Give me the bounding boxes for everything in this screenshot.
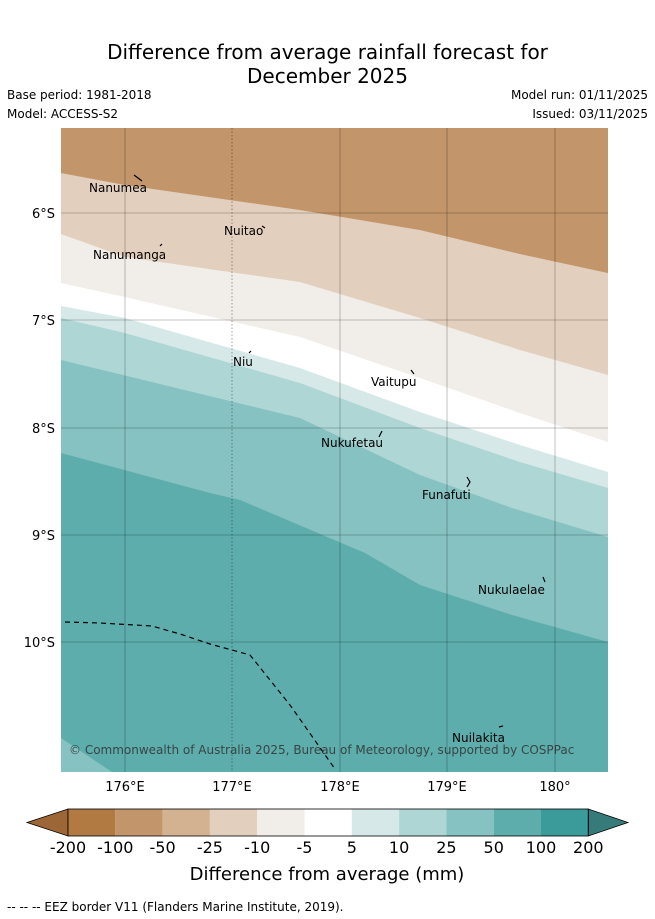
islands	[133, 174, 546, 728]
colorbar-segment	[257, 809, 305, 836]
label-nuilakita: Nuilakita	[452, 731, 505, 745]
colorbar-tick-label: -200	[50, 838, 86, 857]
colorbar-tick-label: -5	[297, 838, 313, 857]
colorbar-segment	[304, 809, 352, 836]
base-period: Base period: 1981-2018	[7, 88, 152, 102]
colorbar-tick-label: 100	[526, 838, 557, 857]
lat-tick-6s: 6°S	[32, 207, 55, 222]
lat-tick-10s: 10°S	[24, 636, 55, 651]
label-niu: Niu	[233, 355, 253, 369]
colorbar-tick-label: 10	[389, 838, 409, 857]
colorbar-tick-label: 200	[573, 838, 604, 857]
island-nukufetau-shape	[378, 430, 383, 438]
lat-tick-9s: 9°S	[32, 529, 55, 544]
model-run: Model run: 01/11/2025	[510, 88, 648, 102]
latitude-ticks: 6°S 7°S 8°S 9°S 10°S	[24, 207, 55, 651]
colorbar-tick-label: 50	[484, 838, 504, 857]
colorbar-outline	[67, 808, 589, 837]
title-line-1: Difference from average rainfall forecas…	[107, 40, 548, 64]
island-funafuti-shape	[466, 476, 471, 488]
colorbar-extend-max	[587, 808, 630, 837]
island-nanumea-shape	[133, 174, 143, 182]
copyright-notice: © Commonwealth of Australia 2025, Bureau…	[69, 743, 574, 757]
colorbar-tick-label: 5	[347, 838, 357, 857]
colorbar-tick-label: 25	[436, 838, 456, 857]
label-nanumanga: Nanumanga	[93, 248, 166, 262]
place-labels: Nanumea Nuitao Nanumanga Niu Vaitupu Nuk…	[89, 181, 545, 745]
island-nukulaelae-shape	[542, 576, 546, 583]
island-nuitao-shape	[261, 225, 266, 229]
lon-tick-180: 180°	[539, 780, 570, 795]
island-vaitupu-shape	[410, 369, 415, 375]
colorbar-extend-min	[25, 808, 69, 837]
colorbar-tick-label: -10	[244, 838, 270, 857]
colorbar-title: Difference from average (mm)	[190, 864, 465, 885]
island-nuilakita-shape	[498, 725, 504, 728]
colorbar-segment	[446, 809, 494, 836]
label-vaitupu: Vaitupu	[371, 375, 417, 389]
lon-tick-179e: 179°E	[427, 780, 467, 795]
colorbar-tick-label: -50	[150, 838, 176, 857]
colorbar-tick-label: -100	[97, 838, 133, 857]
label-nuitao: Nuitao	[224, 224, 263, 238]
lon-tick-177e: 177°E	[212, 780, 252, 795]
lat-tick-8s: 8°S	[32, 422, 55, 437]
colorbar-segment	[351, 809, 400, 836]
colorbar-segment	[162, 809, 210, 836]
colorbar-segment	[68, 809, 116, 836]
colorbar-ticks: -200 -100 -50 -25 -10 -5 5 10 25 50 100 200	[50, 838, 604, 857]
colorbar-tick-label: -25	[197, 838, 223, 857]
colorbar-segment	[399, 809, 447, 836]
label-funafuti: Funafuti	[422, 488, 471, 502]
colorbar-segment	[209, 809, 258, 836]
rainfall-contours: Nanumea Nuitao Nanumanga Niu Vaitupu Nuk…	[61, 128, 608, 772]
lon-tick-176e: 176°E	[105, 780, 145, 795]
colorbar-segment	[115, 809, 163, 836]
map-title: Difference from average rainfall forecas…	[0, 40, 655, 88]
lat-tick-7s: 7°S	[32, 314, 55, 329]
colorbar-segment	[493, 809, 541, 836]
island-nanumanga-shape	[159, 243, 163, 247]
band-top-dry	[61, 128, 608, 273]
label-nukufetau: Nukufetau	[321, 436, 383, 450]
longitude-ticks: 176°E 177°E 178°E 179°E 180°	[105, 780, 570, 795]
label-nanumea: Nanumea	[89, 181, 147, 195]
colorbar	[25, 808, 630, 837]
colorbar-segment	[541, 809, 589, 836]
graticule	[61, 128, 608, 772]
label-nukulaelae: Nukulaelae	[478, 583, 545, 597]
eez-footnote: -- -- -- EEZ border V11 (Flanders Marine…	[7, 900, 344, 914]
model-name: Model: ACCESS-S2	[7, 107, 119, 121]
island-niu-shape	[248, 350, 252, 354]
issued-date: Issued: 03/11/2025	[532, 107, 648, 121]
title-line-2: December 2025	[247, 64, 408, 88]
lon-tick-178e: 178°E	[320, 780, 360, 795]
band-lower-left-corner	[61, 738, 112, 772]
